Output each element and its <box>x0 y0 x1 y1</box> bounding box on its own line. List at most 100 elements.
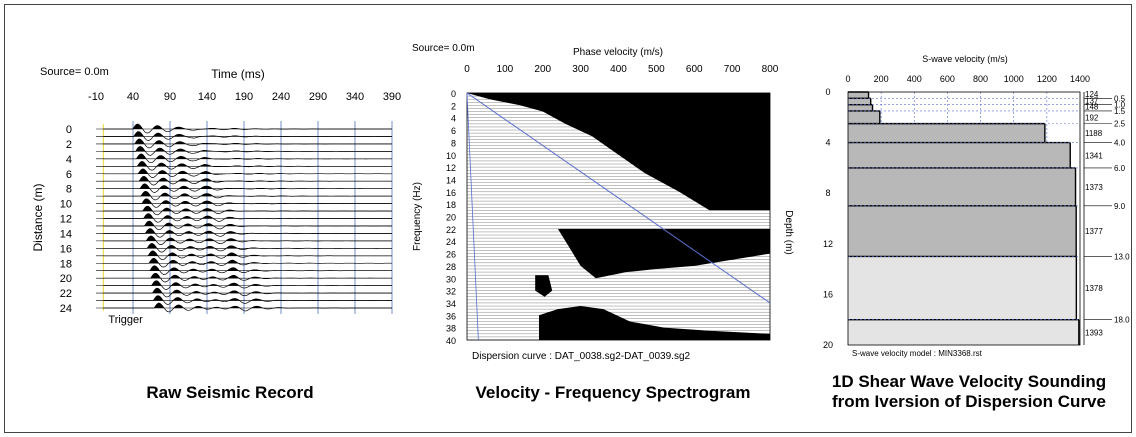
y-tick-label-spectrogram-18: 36 <box>446 311 456 321</box>
y-tick-label-spectrogram-16: 32 <box>446 287 456 297</box>
depth-label-7: 13.0 <box>1114 252 1130 261</box>
trace-fill-19 <box>96 265 392 271</box>
trace-2 <box>103 138 392 149</box>
trace-20 <box>103 272 392 283</box>
y-tick-label-velocity-3: 12 <box>823 239 833 249</box>
depth-label-0: 0.5 <box>1114 94 1126 103</box>
y-tick-label-raw-11: 22 <box>60 288 72 300</box>
trace-10 <box>103 198 392 208</box>
source-label-spectrogram: Source= 0.0m <box>412 43 475 54</box>
velocity-value-3: 192 <box>1085 113 1099 122</box>
trace-7 <box>103 176 392 186</box>
y-tick-label-spectrogram-7: 14 <box>446 175 456 185</box>
x-tick-label-raw-7: 340 <box>346 91 364 103</box>
velocity-footer: S-wave velocity model : MIN3368.rst <box>852 349 983 358</box>
velocity-layer-5 <box>848 142 1071 168</box>
x-tick-label-spectrogram-0: 0 <box>464 64 470 75</box>
dispersion-curve-steep <box>466 92 479 341</box>
trace-4 <box>103 153 392 164</box>
depth-label-3: 2.5 <box>1114 120 1126 129</box>
y-tick-label-raw-12: 24 <box>60 303 72 315</box>
velocity-layer-0 <box>848 92 869 99</box>
y-tick-label-spectrogram-6: 12 <box>446 163 456 173</box>
y-tick-label-velocity-5: 20 <box>823 340 833 350</box>
y-tick-label-raw-10: 20 <box>60 273 72 285</box>
x-tick-label-spectrogram-5: 500 <box>648 64 665 75</box>
trace-fill-16 <box>96 243 392 249</box>
y-tick-label-raw-7: 14 <box>60 228 72 240</box>
velocity-layer-6 <box>848 167 1076 206</box>
x-tick-label-raw-3: 140 <box>198 91 216 103</box>
trace-fill-15 <box>96 236 392 241</box>
x-tick-label-spectrogram-8: 800 <box>762 64 779 75</box>
y-tick-label-spectrogram-12: 24 <box>446 237 456 247</box>
trace-9 <box>103 190 392 201</box>
y-tick-label-raw-8: 16 <box>60 243 72 255</box>
x-tick-label-raw-6: 290 <box>309 91 327 103</box>
y-tick-label-raw-1: 2 <box>66 139 72 151</box>
caption-shear-wave-line2: from Iversion of Dispersion Curve <box>832 392 1106 411</box>
velocity-layer-1 <box>848 98 871 105</box>
y-tick-label-spectrogram-9: 18 <box>446 200 456 210</box>
velocity-layer-3 <box>848 110 880 124</box>
trace-24 <box>103 302 392 313</box>
trace-22 <box>103 287 392 298</box>
x-tick-label-velocity-4: 800 <box>973 74 988 84</box>
velocity-value-9: 1393 <box>1085 328 1103 337</box>
depth-label-8: 18.0 <box>1114 316 1130 325</box>
velocity-value-8: 1378 <box>1085 284 1103 293</box>
y-axis-label-spectrogram: Frequency (Hz) <box>412 182 423 251</box>
x-tick-label-velocity-1: 200 <box>874 74 889 84</box>
velocity-value-4: 1188 <box>1085 129 1103 138</box>
x-axis-label-velocity: S-wave velocity (m/s) <box>922 54 1008 64</box>
source-label-raw: Source= 0.0m <box>40 66 109 78</box>
x-tick-label-velocity-3: 600 <box>940 74 955 84</box>
y-tick-label-velocity-4: 16 <box>823 289 833 299</box>
trace-3 <box>103 146 392 156</box>
dispersion-curve <box>466 92 771 304</box>
y-tick-label-spectrogram-1: 2 <box>451 101 456 111</box>
velocity-value-6: 1373 <box>1085 183 1103 192</box>
velocity-plot-area <box>847 91 1081 346</box>
velocity-layer-8 <box>848 256 1077 320</box>
trace-21 <box>103 280 392 290</box>
x-tick-label-raw-0: -10 <box>88 91 104 103</box>
y-tick-label-spectrogram-19: 38 <box>446 324 456 334</box>
depth-label-1: 1.0 <box>1114 101 1126 110</box>
depth-label-4: 4.0 <box>1114 139 1126 148</box>
trace-11 <box>103 205 392 216</box>
trace-5 <box>103 161 392 171</box>
y-tick-label-spectrogram-11: 22 <box>446 225 456 235</box>
y-tick-label-raw-5: 10 <box>60 199 72 211</box>
dispersion-footer: Dispersion curve : DAT_0038.sg2-DAT_0039… <box>472 351 691 362</box>
y-tick-label-raw-3: 6 <box>66 169 72 181</box>
trace-6 <box>103 168 392 178</box>
trace-fill-17 <box>96 250 392 256</box>
x-tick-label-raw-8: 390 <box>383 91 401 103</box>
depth-label-5: 6.0 <box>1114 164 1126 173</box>
y-tick-label-raw-6: 12 <box>60 214 72 226</box>
x-tick-label-raw-1: 40 <box>127 91 139 103</box>
x-tick-label-velocity-2: 400 <box>907 74 922 84</box>
y-tick-label-spectrogram-13: 26 <box>446 250 456 260</box>
trace-16 <box>103 243 392 253</box>
velocity-value-2: 148 <box>1085 103 1099 112</box>
y-tick-label-spectrogram-2: 4 <box>451 114 456 124</box>
y-tick-label-spectrogram-10: 20 <box>446 213 456 223</box>
trace-fill-14 <box>96 228 392 234</box>
y-tick-label-raw-2: 4 <box>66 154 72 166</box>
y-tick-label-spectrogram-4: 8 <box>451 138 456 148</box>
x-tick-label-spectrogram-7: 700 <box>724 64 741 75</box>
velocity-value-7: 1377 <box>1085 227 1103 236</box>
caption-shear-wave-line1: 1D Shear Wave Velocity Sounding <box>831 372 1107 391</box>
energy-lobe-lower <box>539 306 770 340</box>
velocity-layer-7 <box>848 205 1077 257</box>
y-tick-label-velocity-1: 4 <box>825 138 830 148</box>
velocity-layer-9 <box>848 319 1079 345</box>
y-tick-label-spectrogram-20: 40 <box>446 336 456 346</box>
y-tick-label-raw-4: 8 <box>66 184 72 196</box>
y-tick-label-spectrogram-5: 10 <box>446 151 456 161</box>
trace-23 <box>103 295 392 305</box>
depth-label-2: 1.5 <box>1114 107 1126 116</box>
x-tick-label-velocity-5: 1000 <box>1004 74 1024 84</box>
